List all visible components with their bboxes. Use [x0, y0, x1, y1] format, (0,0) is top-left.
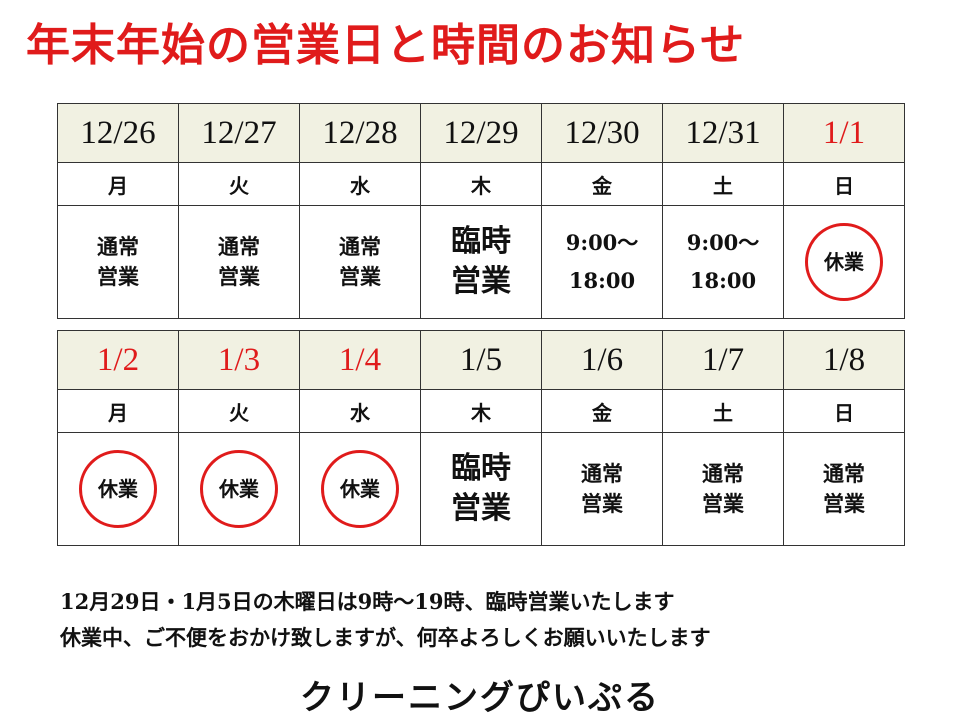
- status-cell: 臨時営業: [420, 432, 542, 546]
- status-row: 休業 休業 休業 臨時営業 通常営業 通常営業 通常営業: [57, 432, 905, 546]
- status-cell: 通常営業: [178, 205, 300, 319]
- weekday-cell: 土: [662, 162, 784, 206]
- holiday-date-cell: 1/1: [783, 103, 905, 163]
- weekday-cell: 月: [57, 162, 179, 206]
- weekday-cell: 火: [178, 389, 300, 433]
- hours-end: 18:00: [689, 268, 757, 293]
- status-cell: 臨時営業: [420, 205, 542, 319]
- date-cell: 1/7: [662, 330, 784, 390]
- closed-circle-badge: 休業: [79, 450, 157, 528]
- status-cell: 通常営業: [299, 205, 421, 319]
- shop-name: クリーニングぴいぷる: [300, 678, 660, 718]
- weekday-cell: 水: [299, 389, 421, 433]
- holiday-date-cell: 1/4: [299, 330, 421, 390]
- status-cell: 休業: [57, 432, 179, 546]
- weekday-row: 月 火 水 木 金 土 日: [57, 162, 905, 206]
- normal-business-label: 通常営業: [702, 461, 744, 516]
- date-cell: 12/28: [299, 103, 421, 163]
- closed-circle-badge: 休業: [321, 450, 399, 528]
- normal-business-label: 通常営業: [218, 234, 260, 289]
- status-cell: 休業: [783, 205, 905, 319]
- normal-business-label: 通常営業: [823, 461, 865, 516]
- page-title: 年末年始の営業日と時間のお知らせ: [26, 20, 746, 71]
- weekday-cell: 金: [541, 389, 663, 433]
- date-cell: 12/30: [541, 103, 663, 163]
- status-cell: 通常営業: [662, 432, 784, 546]
- notice-line-special-hours: 12月29日・1月5日の木曜日は9時～19時、臨時営業いたします: [60, 589, 675, 614]
- hours-start: 9:00～: [686, 230, 760, 255]
- weekday-row: 月 火 水 木 金 土 日: [57, 389, 905, 433]
- special-business-label: 臨時営業: [451, 451, 511, 526]
- status-cell: 9:00～ 18:00: [541, 205, 663, 319]
- normal-business-label: 通常営業: [339, 234, 381, 289]
- weekday-cell: 水: [299, 162, 421, 206]
- date-cell: 12/26: [57, 103, 179, 163]
- date-cell: 12/29: [420, 103, 542, 163]
- weekday-cell: 日: [783, 389, 905, 433]
- status-cell: 9:00～ 18:00: [662, 205, 784, 319]
- date-cell: 12/27: [178, 103, 300, 163]
- normal-business-label: 通常営業: [97, 234, 139, 289]
- weekday-cell: 月: [57, 389, 179, 433]
- date-row: 1/2 1/3 1/4 1/5 1/6 1/7 1/8: [57, 330, 905, 390]
- weekday-cell: 日: [783, 162, 905, 206]
- status-cell: 休業: [178, 432, 300, 546]
- closed-circle-badge: 休業: [805, 223, 883, 301]
- status-row: 通常営業 通常営業 通常営業 臨時営業 9:00～ 18:00 9:00～ 1: [57, 205, 905, 319]
- date-cell: 1/6: [541, 330, 663, 390]
- date-row: 12/26 12/27 12/28 12/29 12/30 12/31 1/1: [57, 103, 905, 163]
- date-cell: 12/31: [662, 103, 784, 163]
- weekday-cell: 木: [420, 162, 542, 206]
- status-cell: 通常営業: [541, 432, 663, 546]
- closed-circle-badge: 休業: [200, 450, 278, 528]
- notice-line-apology: 休業中、ご不便をおかけ致しますが、何卒よろしくお願いいたします: [60, 625, 711, 650]
- normal-business-label: 通常営業: [581, 461, 623, 516]
- hours-start: 9:00～: [565, 230, 639, 255]
- holiday-date-cell: 1/2: [57, 330, 179, 390]
- hours-end: 18:00: [568, 268, 636, 293]
- weekday-cell: 土: [662, 389, 784, 433]
- special-business-label: 臨時営業: [451, 224, 511, 299]
- schedule-table-week1: 12/26 12/27 12/28 12/29 12/30 12/31 1/1 …: [57, 103, 905, 319]
- weekday-cell: 火: [178, 162, 300, 206]
- date-cell: 1/8: [783, 330, 905, 390]
- date-cell: 1/5: [420, 330, 542, 390]
- business-hours: 9:00～ 18:00: [566, 224, 639, 300]
- weekday-cell: 金: [541, 162, 663, 206]
- status-cell: 休業: [299, 432, 421, 546]
- status-cell: 通常営業: [783, 432, 905, 546]
- weekday-cell: 木: [420, 389, 542, 433]
- schedule-table-week2: 1/2 1/3 1/4 1/5 1/6 1/7 1/8 月 火 水 木 金 土 …: [57, 330, 905, 546]
- business-hours: 9:00～ 18:00: [687, 224, 760, 300]
- status-cell: 通常営業: [57, 205, 179, 319]
- holiday-date-cell: 1/3: [178, 330, 300, 390]
